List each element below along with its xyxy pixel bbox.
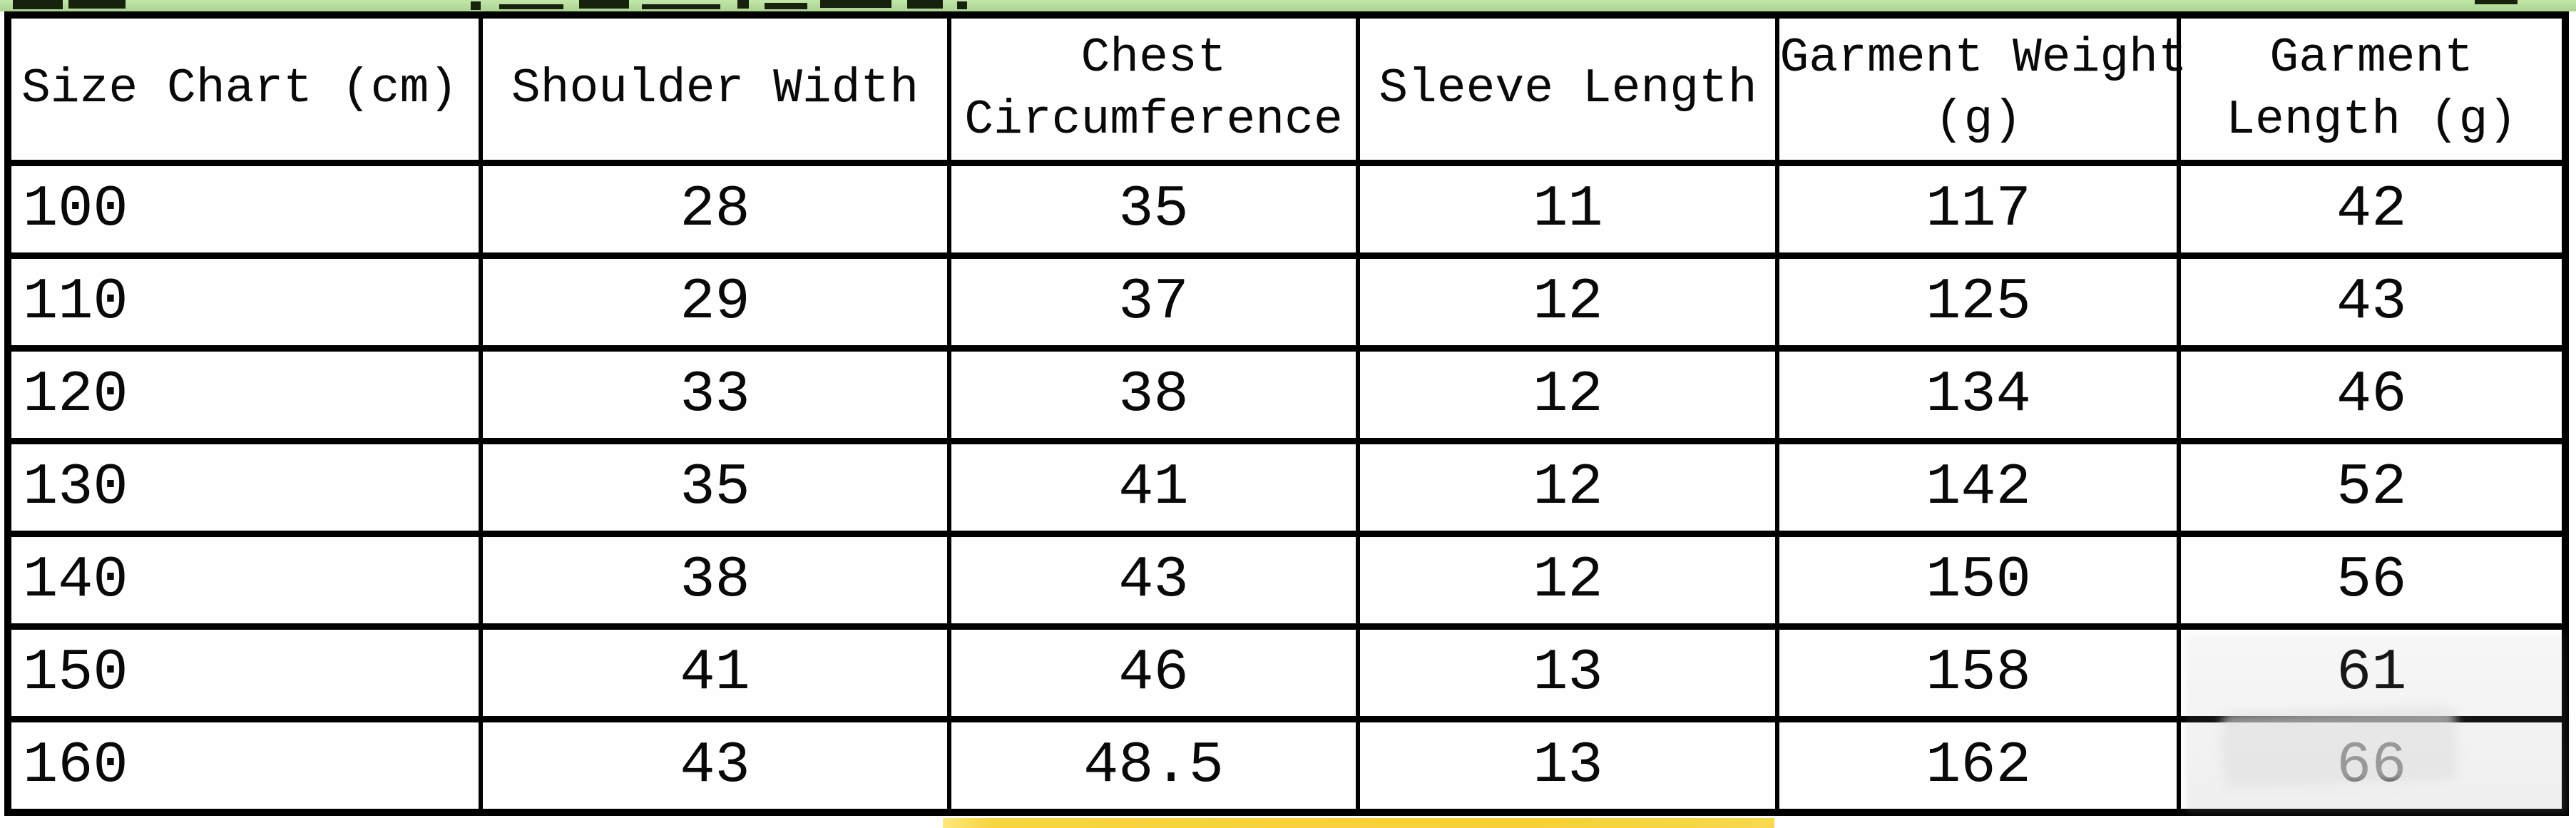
banner-text-remnant	[471, 1, 481, 10]
column-header-garment-weight: Garment Weight (g)	[1775, 11, 2187, 166]
table-cell: 12	[1356, 531, 1780, 630]
table-cell: 158	[1775, 623, 2182, 722]
table-cell: 37	[946, 252, 1361, 352]
table-cell: 35	[479, 438, 951, 537]
table-cell: 42	[2177, 160, 2567, 259]
banner-text-remnant	[68, 0, 126, 9]
table-cell: 162	[1775, 716, 2182, 816]
column-header-size-chart: Size Chart (cm)	[5, 11, 484, 166]
table-cell: 142	[1775, 438, 2182, 537]
table-cell: 52	[2177, 438, 2567, 537]
row-size-label: 110	[5, 252, 484, 352]
cropped-yellow-banner	[943, 818, 1774, 828]
table-row: 100 28 35 11 117 42	[5, 160, 2567, 259]
table-cell: 117	[1775, 160, 2182, 259]
row-size-label: 160	[5, 716, 484, 816]
row-size-label: 120	[5, 345, 484, 444]
banner-text-remnant	[907, 0, 943, 9]
row-size-label: 140	[5, 531, 484, 630]
table-cell: 43	[479, 716, 951, 816]
row-size-label: 130	[5, 438, 484, 537]
table-cell: 61	[2177, 623, 2567, 722]
table-cell: 38	[946, 345, 1361, 444]
table-cell: 66	[2177, 716, 2567, 816]
header-row: Size Chart (cm) Shoulder Width Chest Cir…	[5, 11, 2567, 166]
banner-text-remnant	[957, 1, 967, 9]
table-cell: 29	[479, 252, 951, 352]
banner-text-remnant	[579, 0, 629, 9]
table-cell: 46	[946, 623, 1361, 722]
size-chart-table: Size Chart (cm) Shoulder Width Chest Cir…	[4, 11, 2569, 816]
table-cell: 43	[946, 531, 1361, 630]
cropped-green-banner	[0, 0, 2576, 11]
column-header-sleeve-length: Sleeve Length	[1356, 11, 1780, 166]
table-cell: 46	[2177, 345, 2567, 444]
banner-text-remnant	[13, 0, 63, 9]
table-body: 100 28 35 11 117 42 110 29 37 12 125 43 120 33 38 12 134…	[5, 160, 2567, 816]
row-size-label: 150	[5, 623, 484, 722]
table-cell: 35	[946, 160, 1361, 259]
table-cell: 33	[479, 345, 951, 444]
row-size-label: 100	[5, 160, 484, 259]
table-cell: 38	[479, 531, 951, 630]
table-cell: 11	[1356, 160, 1780, 259]
table-cell: 41	[479, 623, 951, 722]
banner-text-remnant	[820, 0, 891, 8]
table-cell: 13	[1356, 716, 1780, 816]
table-cell: 12	[1356, 345, 1780, 444]
table-cell: 41	[946, 438, 1361, 537]
table-header: Size Chart (cm) Shoulder Width Chest Cir…	[5, 11, 2567, 166]
table-cell: 13	[1356, 623, 1780, 722]
table-cell: 150	[1775, 531, 2182, 630]
banner-text-remnant	[499, 4, 563, 9]
table-cell: 12	[1356, 252, 1780, 352]
table-row: 160 43 48.5 13 162 66	[5, 716, 2567, 816]
table-row: 150 41 46 13 158 61	[5, 623, 2567, 722]
table-cell: 56	[2177, 531, 2567, 630]
column-header-garment-length: Garment Length (g)	[2177, 11, 2567, 166]
table-row: 120 33 38 12 134 46	[5, 345, 2567, 444]
table-row: 140 38 43 12 150 56	[5, 531, 2567, 630]
banner-text-remnant	[642, 4, 720, 9]
column-header-shoulder-width: Shoulder Width	[479, 11, 951, 166]
table-cell: 12	[1356, 438, 1780, 537]
banner-text-remnant	[2475, 0, 2518, 4]
table-row: 110 29 37 12 125 43	[5, 252, 2567, 352]
table-row: 130 35 41 12 142 52	[5, 438, 2567, 537]
table-cell: 43	[2177, 252, 2567, 352]
column-header-chest-circumference: Chest Circumference	[946, 11, 1361, 166]
table-cell: 28	[479, 160, 951, 259]
banner-text-remnant	[765, 3, 807, 9]
table-cell: 134	[1775, 345, 2182, 444]
table-cell: 48.5	[946, 716, 1361, 816]
banner-text-remnant	[737, 0, 749, 9]
table-cell: 125	[1775, 252, 2182, 352]
